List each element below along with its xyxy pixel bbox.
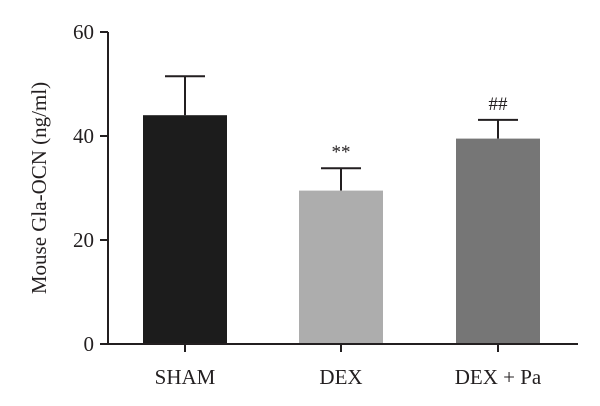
significance-label-1: ** — [332, 142, 351, 163]
y-tick-label-2: 40 — [73, 124, 94, 148]
bars-layer: ** ## — [143, 75, 540, 344]
x-tick-label-1: DEX — [319, 365, 362, 389]
bar-0 — [143, 115, 227, 344]
axes-layer: SHAM DEX DEX + Pa 0 20 40 60 — [73, 20, 578, 389]
y-tick-label-3: 60 — [73, 20, 94, 44]
y-tick-label-0: 0 — [84, 332, 95, 356]
x-tick-label-2: DEX + Pa — [455, 365, 542, 389]
y-tick-label-1: 20 — [73, 228, 94, 252]
x-tick-label-0: SHAM — [155, 365, 216, 389]
bar-2 — [456, 138, 540, 344]
y-axis-title: Mouse Gla-OCN (ng/ml) — [27, 82, 51, 294]
significance-label-2: ## — [489, 94, 509, 115]
bar-1 — [299, 190, 383, 344]
